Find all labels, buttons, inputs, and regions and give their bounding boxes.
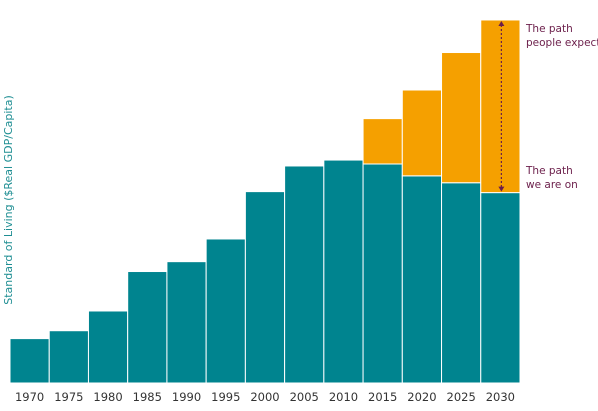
- annotation-path-we-are-on: The path we are on: [525, 165, 578, 191]
- bar-expected-gap-2015: [362, 118, 403, 165]
- bar-current-1970: [9, 338, 50, 384]
- x-tick-label-1975: 1975: [54, 390, 83, 404]
- bar-current-2005: [284, 165, 325, 384]
- x-tick-label-1970: 1970: [15, 390, 44, 404]
- x-tick-label-1985: 1985: [133, 390, 162, 404]
- annotation-line: The path: [525, 165, 573, 177]
- annotations: The path people expect The path we are on: [498, 20, 598, 192]
- y-axis-label: Standard of Living ($Real GDP/Capita): [2, 95, 15, 304]
- annotation-line: people expect: [526, 37, 598, 49]
- annotation-line: we are on: [526, 179, 578, 191]
- bars-group: [9, 19, 521, 384]
- annotation-line: The path: [525, 23, 573, 35]
- annotation-people-expect: The path people expect: [525, 23, 598, 49]
- bar-current-1980: [87, 310, 129, 384]
- x-tick-labels: 1970 1975 1980 1985 1990 1995 2000 2005 2010 2015…: [15, 390, 515, 404]
- bar-current-1985: [127, 271, 168, 384]
- bar-current-2025: [441, 182, 482, 384]
- x-tick-label-1995: 1995: [211, 390, 240, 404]
- arrow-head-down-icon: [498, 186, 505, 192]
- bar-current-1975: [48, 330, 89, 384]
- bar-current-2015: [362, 163, 403, 384]
- bar-current-2030: [480, 192, 521, 384]
- bar-current-2000: [244, 191, 286, 384]
- x-tick-label-2015: 2015: [368, 390, 397, 404]
- bar-expected-gap-2020: [401, 89, 443, 177]
- bar-current-2010: [323, 159, 364, 384]
- bar-current-1990: [166, 261, 207, 384]
- x-tick-label-2025: 2025: [447, 390, 476, 404]
- x-tick-label-2005: 2005: [290, 390, 319, 404]
- bar-expected-gap-2030: [480, 19, 521, 194]
- arrow-head-up-icon: [498, 20, 505, 26]
- x-tick-label-2010: 2010: [329, 390, 358, 404]
- bar-current-1995: [205, 238, 246, 384]
- x-tick-label-1990: 1990: [172, 390, 201, 404]
- bar-expected-gap-2025: [441, 52, 482, 184]
- x-tick-label-2030: 2030: [486, 390, 515, 404]
- x-tick-label-2000: 2000: [250, 390, 279, 404]
- bar-current-2020: [401, 175, 443, 384]
- x-tick-label-2020: 2020: [407, 390, 436, 404]
- x-tick-label-1980: 1980: [93, 390, 122, 404]
